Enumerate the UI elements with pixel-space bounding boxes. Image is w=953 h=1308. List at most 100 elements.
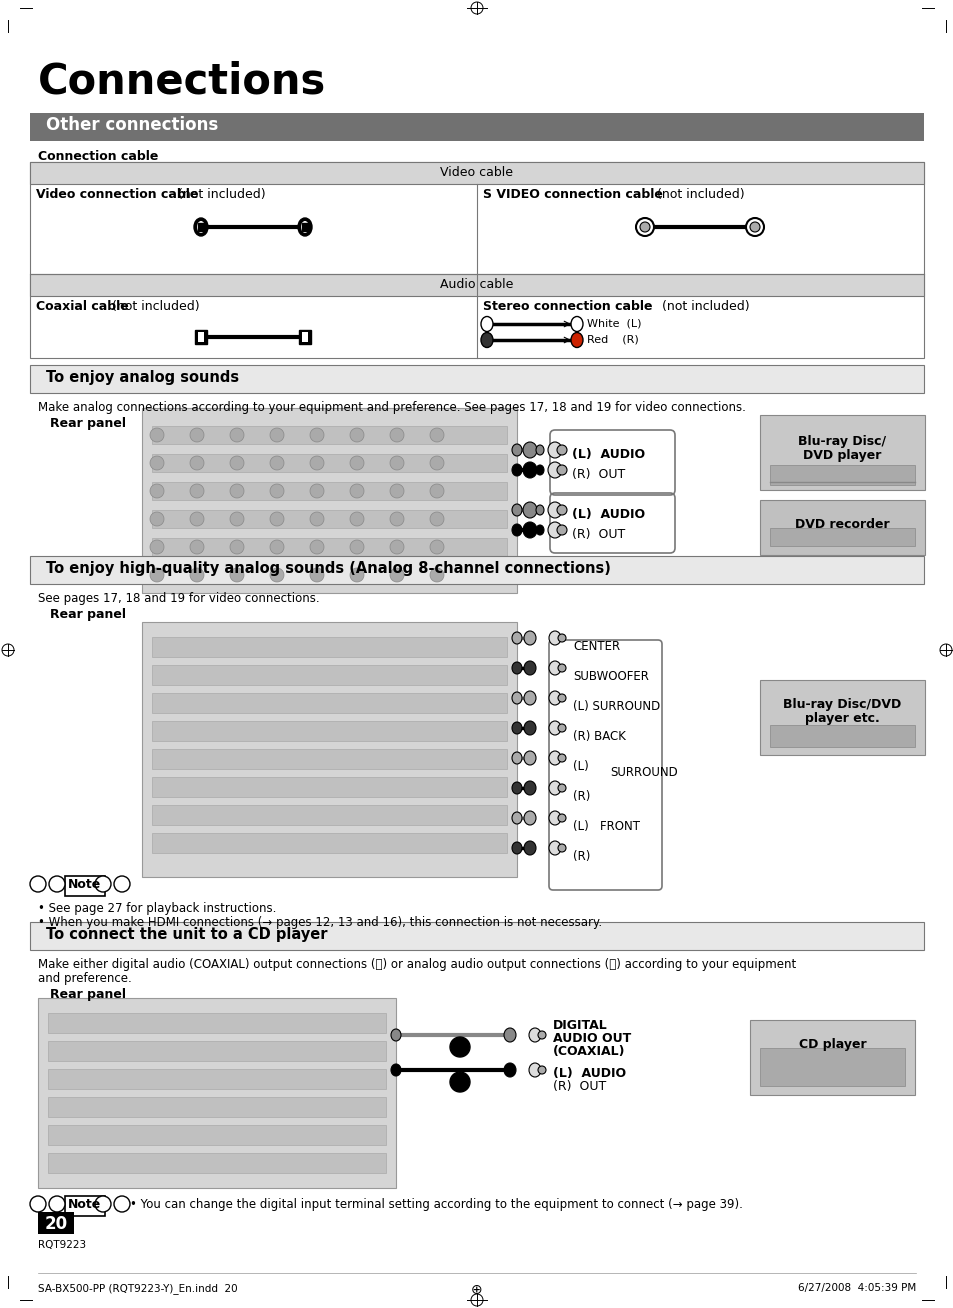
Ellipse shape [536, 505, 543, 515]
Circle shape [270, 428, 284, 442]
Bar [749, 1020, 914, 1095]
Ellipse shape [522, 502, 537, 518]
Ellipse shape [548, 781, 560, 795]
Bar [152, 637, 506, 657]
Bar [30, 556, 923, 583]
Ellipse shape [512, 662, 521, 674]
Bar [760, 680, 924, 755]
Text: See pages 17, 18 and 19 for video connections.: See pages 17, 18 and 19 for video connec… [38, 593, 319, 606]
Text: (L)   FRONT: (L) FRONT [573, 820, 639, 833]
Text: SURROUND: SURROUND [609, 766, 677, 780]
Ellipse shape [480, 332, 493, 348]
Text: (not included): (not included) [661, 300, 749, 313]
Text: DIGITAL: DIGITAL [553, 1019, 607, 1032]
Ellipse shape [522, 522, 537, 538]
Circle shape [390, 540, 403, 555]
Ellipse shape [512, 692, 521, 704]
Text: (L)  AUDIO: (L) AUDIO [553, 1067, 625, 1080]
Text: (L)  AUDIO: (L) AUDIO [572, 508, 644, 521]
Text: Blu-ray Disc/: Blu-ray Disc/ [798, 436, 885, 449]
Ellipse shape [196, 221, 205, 233]
Ellipse shape [522, 462, 537, 477]
Bar [152, 566, 506, 583]
Bar [152, 510, 506, 528]
Circle shape [190, 484, 204, 498]
Bar [769, 528, 914, 545]
Text: RQT9223: RQT9223 [38, 1240, 86, 1250]
Circle shape [270, 484, 284, 498]
Ellipse shape [301, 221, 309, 233]
Bar [152, 483, 506, 500]
Text: To enjoy high-quality analog sounds (Analog 8-channel connections): To enjoy high-quality analog sounds (Ana… [46, 561, 610, 576]
Ellipse shape [523, 661, 536, 675]
Ellipse shape [523, 630, 536, 645]
Ellipse shape [536, 466, 543, 475]
Text: (not included): (not included) [657, 188, 744, 201]
Text: Coaxial cable: Coaxial cable [36, 300, 133, 313]
Bar [65, 1196, 105, 1216]
Bar [198, 222, 204, 232]
Text: Rear panel: Rear panel [50, 417, 126, 430]
Circle shape [745, 218, 763, 235]
Ellipse shape [548, 691, 560, 705]
Circle shape [310, 568, 324, 582]
Text: B: B [456, 1076, 464, 1087]
Ellipse shape [512, 782, 521, 794]
Text: (R)  OUT: (R) OUT [572, 528, 624, 542]
Text: White  (L): White (L) [586, 319, 640, 330]
Text: SUBWOOFER: SUBWOOFER [573, 670, 648, 683]
Text: Make either digital audio (COAXIAL) output connections (Ⓐ) or analog audio outpu: Make either digital audio (COAXIAL) outp… [38, 957, 796, 971]
Bar [194, 330, 207, 344]
Circle shape [190, 511, 204, 526]
Text: A: A [456, 1042, 464, 1052]
Ellipse shape [571, 332, 582, 348]
Ellipse shape [548, 811, 560, 825]
Ellipse shape [548, 841, 560, 855]
Circle shape [190, 456, 204, 470]
Circle shape [190, 540, 204, 555]
Text: DVD player: DVD player [802, 449, 881, 462]
Circle shape [636, 218, 654, 235]
Circle shape [557, 505, 566, 515]
Text: (R)  OUT: (R) OUT [572, 468, 624, 481]
Text: Connection cable: Connection cable [38, 150, 158, 164]
Bar [760, 415, 924, 490]
Text: 20: 20 [45, 1215, 68, 1233]
Ellipse shape [548, 721, 560, 735]
Text: Blu-ray Disc/DVD: Blu-ray Disc/DVD [782, 698, 901, 712]
Circle shape [150, 568, 164, 582]
Text: 6/27/2008  4:05:39 PM: 6/27/2008 4:05:39 PM [797, 1283, 915, 1294]
Circle shape [150, 540, 164, 555]
Text: Stereo connection cable: Stereo connection cable [482, 300, 657, 313]
Text: (L): (L) [573, 760, 588, 773]
Text: S VIDEO connection cable: S VIDEO connection cable [482, 188, 666, 201]
Ellipse shape [536, 525, 543, 535]
Text: DVD recorder: DVD recorder [795, 518, 889, 531]
Circle shape [450, 1073, 470, 1092]
Circle shape [558, 783, 565, 793]
Circle shape [639, 222, 649, 232]
Text: ⊕: ⊕ [471, 1283, 482, 1298]
Bar [48, 1125, 386, 1144]
Ellipse shape [503, 1063, 516, 1076]
Bar [298, 330, 311, 344]
Circle shape [150, 511, 164, 526]
Bar [30, 162, 923, 184]
Bar [760, 500, 924, 555]
Circle shape [390, 568, 403, 582]
Circle shape [310, 511, 324, 526]
Bar [48, 1097, 386, 1117]
Circle shape [230, 540, 244, 555]
Circle shape [230, 568, 244, 582]
Ellipse shape [512, 443, 521, 456]
Circle shape [390, 511, 403, 526]
Text: To connect the unit to a CD player: To connect the unit to a CD player [46, 927, 327, 942]
Ellipse shape [512, 842, 521, 854]
Circle shape [450, 1037, 470, 1057]
Ellipse shape [523, 781, 536, 795]
Circle shape [350, 484, 364, 498]
Text: Rear panel: Rear panel [50, 988, 126, 1001]
Bar [152, 693, 506, 713]
Bar [152, 664, 506, 685]
Ellipse shape [193, 218, 208, 235]
